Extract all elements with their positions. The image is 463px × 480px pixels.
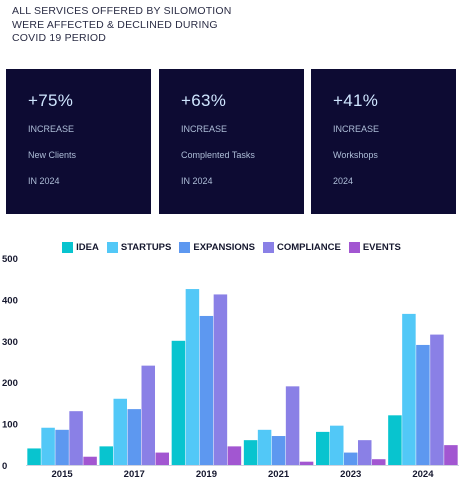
legend-label: EVENTS xyxy=(362,241,401,253)
bar-compliance-2024 xyxy=(430,334,444,465)
legend-item-idea: IDEA xyxy=(62,241,99,253)
intro-text: ALL SERVICES OFFERED BY SILOMOTION WERE … xyxy=(12,5,272,46)
stat-card-new-clients: +75% INCREASE New Clients IN 2024 xyxy=(6,69,151,214)
x-tick-label: 2024 xyxy=(412,469,434,480)
bar-expansions-2017 xyxy=(127,409,141,465)
bar-expansions-2021 xyxy=(271,436,286,465)
bar-compliance-2015 xyxy=(69,411,83,465)
legend-swatch xyxy=(62,241,74,253)
stat-period: IN 2024 xyxy=(28,176,60,186)
bar-expansions-2019 xyxy=(199,315,214,465)
stat-value: +75% xyxy=(28,91,74,110)
legend-swatch xyxy=(106,241,118,253)
stat-card-workshops: +41% INCREASE Workshops 2024 xyxy=(311,69,456,214)
bar-compliance-2019 xyxy=(213,294,228,465)
intro-line-2: WERE AFFECTED & DECLINED DURING xyxy=(12,18,218,31)
bar-idea-2021 xyxy=(243,440,258,465)
legend-swatch xyxy=(348,241,360,253)
bar-events-2024 xyxy=(444,445,458,465)
stat-value: +41% xyxy=(333,91,379,110)
stat-description: Complented Tasks xyxy=(181,150,255,160)
legend-label: IDEA xyxy=(76,241,99,253)
y-tick-label: 100 xyxy=(2,420,18,431)
bar-compliance-2021 xyxy=(285,386,300,465)
bar-expansions-2023 xyxy=(344,452,358,465)
stat-period: IN 2024 xyxy=(181,176,213,186)
bar-startups-2021 xyxy=(257,429,272,465)
x-tick-label: 2021 xyxy=(268,469,290,480)
bar-idea-2019 xyxy=(171,340,186,465)
x-tick-label: 2015 xyxy=(52,469,74,480)
bar-compliance-2017 xyxy=(141,365,155,465)
stat-period: 2024 xyxy=(333,176,354,186)
bar-startups-2017 xyxy=(113,398,127,465)
bar-startups-2019 xyxy=(185,289,200,465)
y-tick-label: 500 xyxy=(2,254,18,265)
bar-events-2017 xyxy=(155,452,169,465)
y-tick-label: 200 xyxy=(2,378,18,389)
bar-startups-2015 xyxy=(41,427,55,465)
intro-line-1: ALL SERVICES OFFERED BY SILOMOTION xyxy=(12,5,232,17)
legend-item-compliance: COMPLIANCE xyxy=(262,241,341,253)
bar-startups-2024 xyxy=(402,313,416,465)
bar-events-2023 xyxy=(372,459,386,465)
bar-events-2015 xyxy=(83,456,97,465)
y-tick-label: 400 xyxy=(2,295,18,306)
legend-swatch xyxy=(262,241,274,253)
stat-label: INCREASE xyxy=(333,124,380,134)
stat-description: New Clients xyxy=(28,150,77,160)
bar-startups-2023 xyxy=(330,425,344,465)
stat-cards: +75% INCREASE New Clients IN 2024 +63% I… xyxy=(6,69,457,214)
stat-label: INCREASE xyxy=(181,124,228,134)
legend-item-events: EVENTS xyxy=(348,241,401,253)
x-tick-label: 2017 xyxy=(124,469,145,480)
bar-expansions-2015 xyxy=(55,429,69,465)
y-tick-label: 300 xyxy=(2,337,18,348)
legend-label: EXPANSIONS xyxy=(193,241,255,253)
bar-idea-2015 xyxy=(27,448,41,465)
stat-description: Workshops xyxy=(333,150,378,160)
bar-events-2019 xyxy=(227,446,242,465)
x-tick-label: 2019 xyxy=(196,469,217,480)
stat-label: INCREASE xyxy=(28,124,75,134)
bar-idea-2023 xyxy=(316,431,330,465)
chart-legend: IDEA STARTUPS EXPANSIONS COMPLIANCE EVEN… xyxy=(0,240,463,254)
bar-idea-2017 xyxy=(99,446,113,465)
bar-events-2021 xyxy=(299,461,314,465)
x-tick-label: 2023 xyxy=(340,469,361,480)
legend-item-startups: STARTUPS xyxy=(106,241,172,253)
legend-label: STARTUPS xyxy=(120,241,172,253)
legend-item-expansions: EXPANSIONS xyxy=(179,241,255,253)
y-tick-label: 0 xyxy=(2,461,7,472)
bar-idea-2024 xyxy=(388,415,402,465)
legend-label: COMPLIANCE xyxy=(276,241,341,253)
stat-card-completed-tasks: +63% INCREASE Complented Tasks IN 2024 xyxy=(159,69,304,214)
legend-swatch xyxy=(179,241,191,253)
intro-line-3: COVID 19 PERIOD xyxy=(12,32,107,44)
stat-value: +63% xyxy=(181,91,227,110)
bar-expansions-2024 xyxy=(416,344,430,465)
bar-compliance-2023 xyxy=(358,440,372,465)
